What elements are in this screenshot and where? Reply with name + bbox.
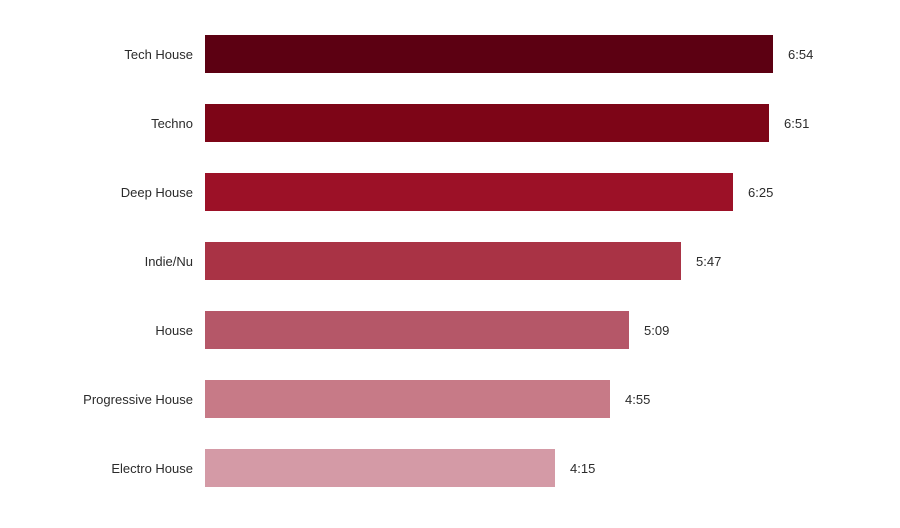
- bar[interactable]: [205, 242, 681, 280]
- bar-area: 6:54: [205, 35, 813, 73]
- chart-row: Deep House 6:25: [0, 173, 900, 211]
- value-label: 5:09: [644, 322, 670, 338]
- bar[interactable]: [205, 311, 629, 349]
- bar-area: 5:47: [205, 242, 721, 280]
- bar[interactable]: [205, 380, 610, 418]
- bar-area: 6:25: [205, 173, 773, 211]
- value-label: 5:47: [696, 253, 722, 269]
- value-label: 6:51: [784, 115, 810, 131]
- value-label: 4:55: [625, 391, 651, 407]
- chart-row: Progressive House 4:55: [0, 380, 900, 418]
- chart-row: Tech House 6:54: [0, 35, 900, 73]
- bar-area: 4:15: [205, 449, 595, 487]
- bar[interactable]: [205, 449, 555, 487]
- chart-row: House 5:09: [0, 311, 900, 349]
- value-label: 4:15: [570, 460, 596, 476]
- category-label: Electro House: [111, 460, 193, 476]
- chart-row: Techno 6:51: [0, 104, 900, 142]
- category-label: Progressive House: [83, 391, 193, 407]
- bar-area: 5:09: [205, 311, 669, 349]
- chart-row: Indie/Nu 5:47: [0, 242, 900, 280]
- category-label: Tech House: [124, 46, 193, 62]
- bar[interactable]: [205, 173, 733, 211]
- value-label: 6:25: [748, 184, 774, 200]
- bar[interactable]: [205, 104, 769, 142]
- category-label: Indie/Nu: [144, 253, 193, 269]
- category-label: House: [155, 322, 193, 338]
- bar[interactable]: [205, 35, 773, 73]
- chart-row: Electro House 4:15: [0, 449, 900, 487]
- bar-area: 4:55: [205, 380, 650, 418]
- bar-area: 6:51: [205, 104, 809, 142]
- chart-rows: Tech House 6:54 Techno 6:51 Deep House 6:25 In…: [0, 35, 900, 487]
- category-label: Deep House: [120, 184, 193, 200]
- category-label: Techno: [151, 115, 193, 131]
- value-label: 6:54: [788, 46, 814, 62]
